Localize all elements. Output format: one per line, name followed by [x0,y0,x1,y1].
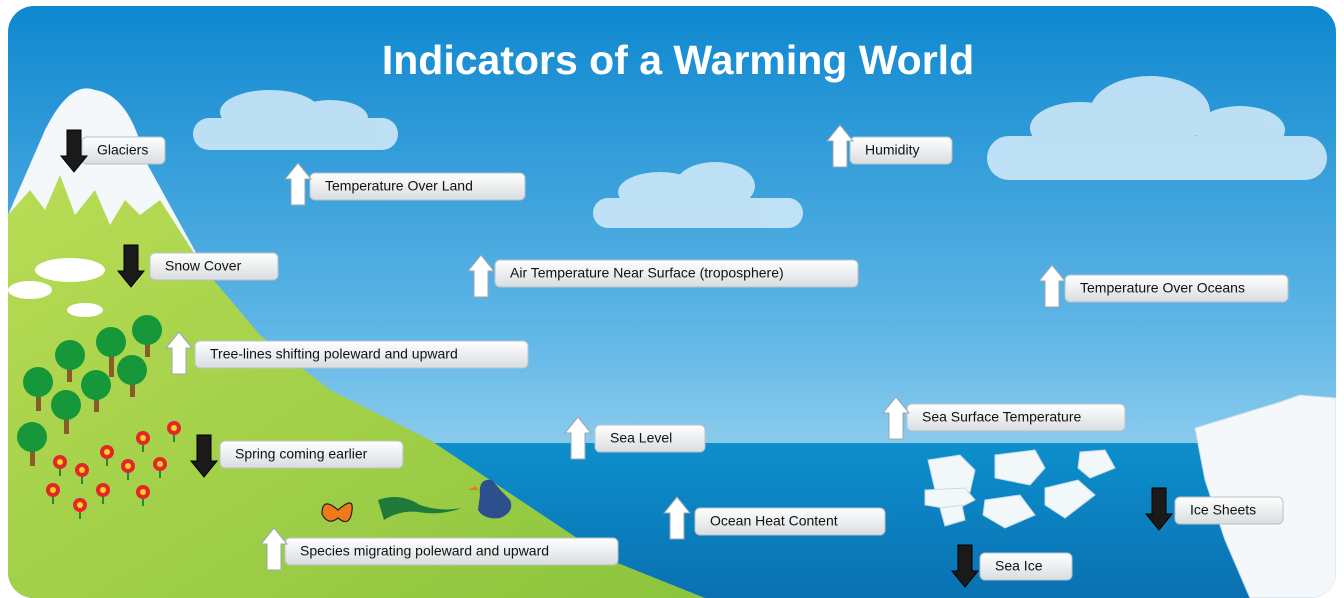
page: Indicators of a Warming World Glaciers Te… [0,0,1344,598]
indicator-label: Temperature Over Oceans [1080,280,1245,296]
indicator-label: Sea Surface Temperature [922,409,1081,425]
flower-center [140,489,146,495]
indicator-label: Glaciers [97,142,148,158]
indicator-label: Sea Ice [995,558,1043,574]
indicator-label: Tree-lines shifting poleward and upward [210,346,458,362]
flower-center [77,502,83,508]
indicator-label: Sea Level [610,430,672,446]
flower-center [104,449,110,455]
flower-center [125,463,131,469]
indicator-label: Species migrating poleward and upward [300,543,549,559]
flower-center [157,461,163,467]
indicator-label: Temperature Over Land [325,178,473,194]
flower-center [100,487,106,493]
flower-center [140,435,146,441]
flower-center [57,459,63,465]
indicator-label: Snow Cover [165,258,242,274]
indicator-label: Humidity [865,142,919,158]
indicator-label: Spring coming earlier [235,446,368,462]
flower-center [50,487,56,493]
indicator-label: Air Temperature Near Surface (tropospher… [510,265,784,281]
flower-center [79,467,85,473]
flower-center [171,425,177,431]
infographic: Indicators of a Warming World Glaciers Te… [0,0,1344,598]
indicator-label: Ocean Heat Content [710,513,838,529]
title: Indicators of a Warming World [382,37,974,83]
indicator-label: Ice Sheets [1190,502,1256,518]
